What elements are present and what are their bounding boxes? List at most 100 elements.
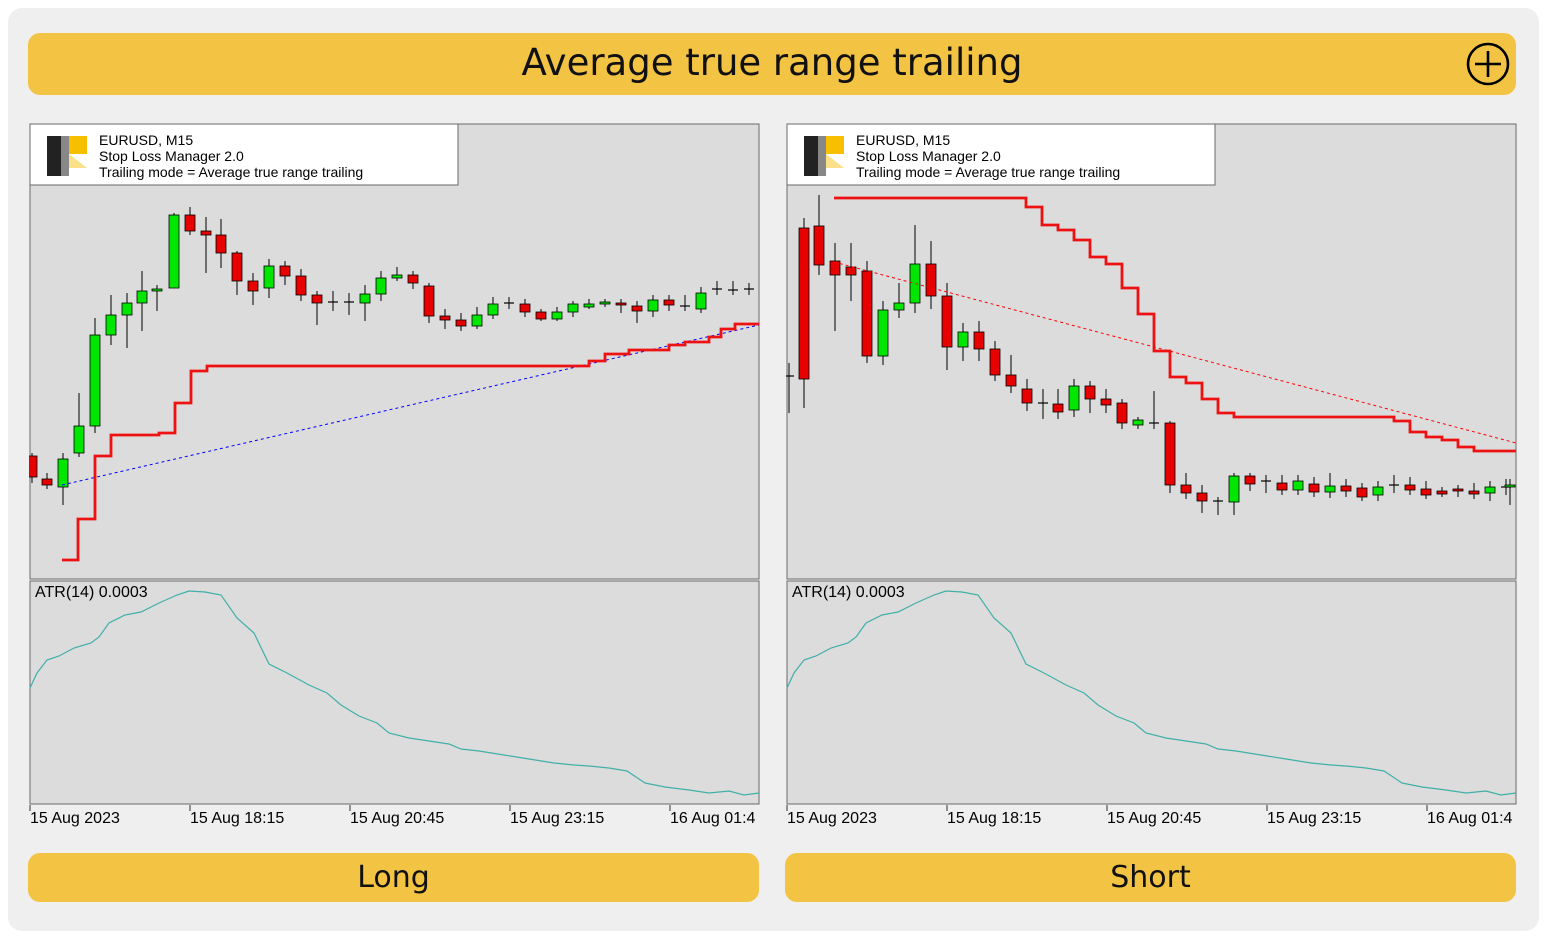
candle [695,287,707,313]
long-button[interactable]: Long [28,853,759,902]
candle [1213,497,1223,515]
candle [1340,479,1352,497]
candle [845,243,857,301]
trend-line-short [833,261,1517,444]
candle [439,309,451,329]
candle [423,283,435,323]
time-label: 15 Aug 23:15 [510,810,604,827]
info-symbol: EURUSD, M15 [856,132,950,148]
candle [1228,473,1240,515]
candle [184,207,196,235]
info-mode: Trailing mode = Average true range trail… [99,164,363,180]
candle [829,243,841,331]
time-label: 15 Aug 2023 [787,810,877,827]
candle [1420,481,1432,499]
candle [877,301,889,365]
header-bar: Average true range trailing [28,33,1516,95]
candle [567,301,579,317]
candle [1084,381,1096,413]
time-axis: 15 Aug 2023 15 Aug 18:15 15 Aug 20:45 15… [786,805,1513,827]
candle [1100,389,1112,413]
time-label: 16 Aug 01:4 [670,810,756,827]
candle [295,269,307,301]
candle [89,318,101,433]
candle [1468,483,1480,499]
atr-subwindow[interactable] [786,580,1517,805]
candle [744,283,754,295]
candle [551,307,563,321]
candle [200,217,212,273]
price-plot [29,207,760,562]
candle [1436,487,1448,497]
candle [263,259,275,298]
candle [615,299,627,313]
candle [1389,475,1399,493]
candle [487,297,499,319]
candle [1132,417,1144,429]
candle [1149,391,1159,429]
candle [798,218,810,408]
candle [925,241,937,309]
info-expert: Stop Loss Manager 2.0 [99,148,244,164]
candle [359,285,371,321]
price-chart-area[interactable] [29,123,760,580]
candle [1356,483,1368,501]
info-symbol: EURUSD, M15 [99,132,193,148]
price-plot [786,195,1517,515]
candle [712,281,722,295]
candle [1261,475,1271,493]
candle [1244,473,1256,491]
info-box: EURUSD, M15 Stop Loss Manager 2.0 Traili… [786,123,1216,186]
stop-loss-line [834,196,1516,453]
candle [1292,475,1304,495]
candle [391,267,403,281]
candle [989,341,1001,381]
candle [504,297,514,309]
candle [73,393,85,457]
page-title: Average true range trailing [521,41,1023,84]
candle [1038,389,1048,419]
candle [631,301,643,323]
short-button[interactable]: Short [785,853,1516,902]
candle [407,271,419,289]
atr-line [786,590,1517,796]
atr-label: ATR(14) 0.0003 [792,584,905,601]
candle [1180,473,1192,499]
time-label: 15 Aug 18:15 [947,810,1041,827]
candle [121,293,133,348]
candle [1052,389,1064,419]
trend-line-long [61,324,760,486]
atr-subwindow[interactable] [29,580,760,805]
candle [1324,473,1336,498]
candle [1372,481,1384,501]
candle [786,363,794,413]
candle [455,313,467,331]
candle [168,213,180,289]
candle [136,271,148,331]
candle [215,219,227,268]
candle [1005,355,1017,393]
candle [1196,485,1208,513]
time-label: 15 Aug 20:45 [1107,810,1201,827]
candle [375,271,387,301]
candle [1452,485,1464,497]
candle [311,291,323,325]
candle [519,299,531,317]
candle [328,291,338,311]
candle [29,453,38,483]
candle [247,273,259,305]
atr-plot [29,590,760,796]
expert-logo-icon [804,136,844,176]
candle [471,307,483,329]
plus-circle-icon[interactable] [1466,42,1510,86]
atr-plot [786,590,1517,796]
price-chart-area[interactable] [786,123,1517,580]
candle [535,309,547,321]
candle [861,261,873,363]
candle [1068,379,1080,417]
expert-logo-icon [47,136,87,176]
candle [957,323,969,361]
candle [1308,477,1320,497]
candle [647,295,659,317]
chart-panel-short: EURUSD, M15 Stop Loss Manager 2.0 Traili… [786,123,1517,834]
